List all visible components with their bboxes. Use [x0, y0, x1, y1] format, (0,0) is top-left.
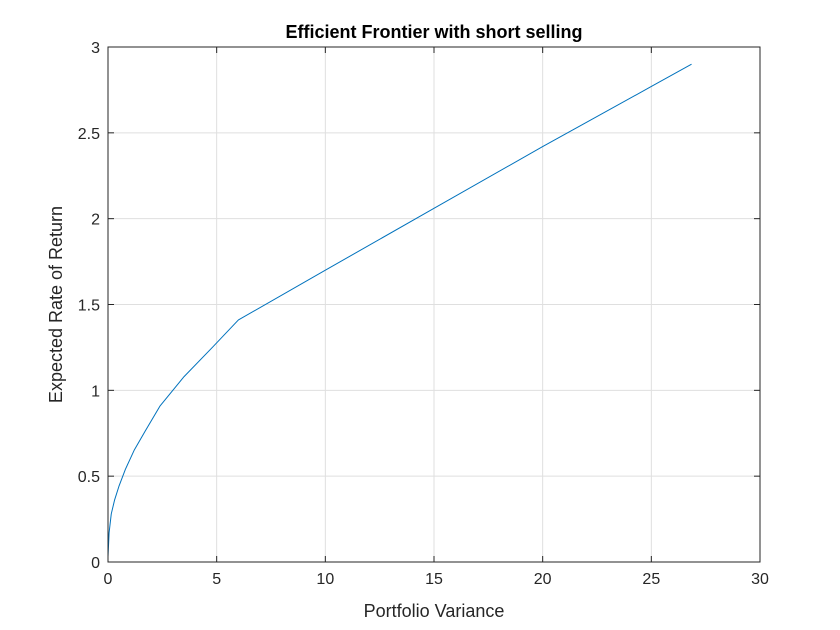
y-tick-label: 0	[91, 555, 100, 572]
y-axis-label: Expected Rate of Return	[46, 206, 66, 403]
chart-title: Efficient Frontier with short selling	[285, 22, 582, 42]
x-tick-labels: 0 5 10 15 20 25 30	[104, 571, 769, 588]
y-tick-label: 0.5	[78, 469, 100, 486]
y-tick-label: 2	[91, 212, 100, 229]
y-tick-label: 1	[91, 383, 100, 400]
series-line	[107, 63, 692, 557]
x-tick-label: 25	[642, 571, 660, 588]
x-axis-label: Portfolio Variance	[364, 601, 505, 621]
axis-ticks	[107, 46, 761, 563]
y-tick-label: 2.5	[78, 126, 100, 143]
x-tick-label: 30	[751, 571, 769, 588]
grid-lines	[108, 47, 760, 562]
x-tick-label: 20	[534, 571, 552, 588]
y-tick-label: 3	[91, 40, 100, 57]
x-tick-label: 0	[104, 571, 113, 588]
x-tick-label: 5	[212, 571, 221, 588]
y-tick-label: 1.5	[78, 298, 100, 315]
x-tick-label: 10	[316, 571, 334, 588]
y-tick-labels: 0 0.5 1 1.5 2 2.5 3	[78, 40, 100, 572]
x-tick-label: 15	[425, 571, 443, 588]
series-layer	[107, 63, 692, 557]
